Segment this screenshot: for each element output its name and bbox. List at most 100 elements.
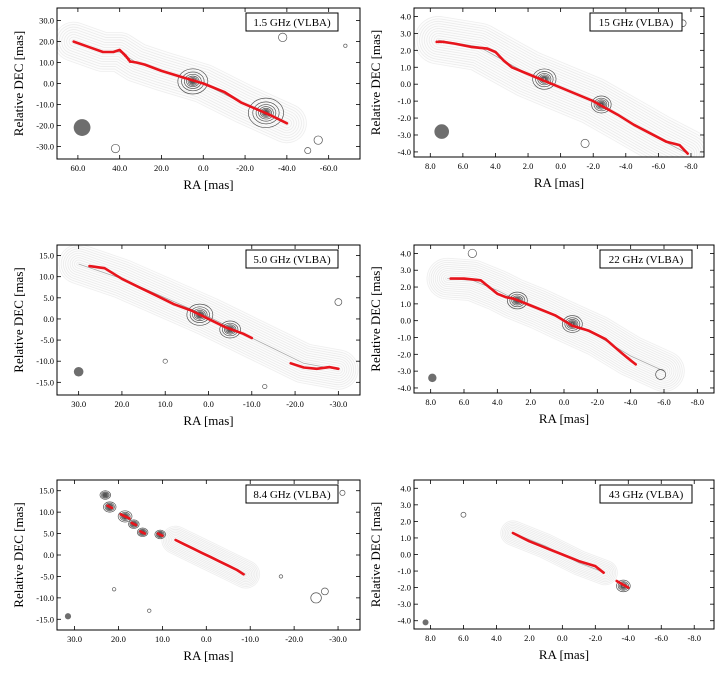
- x-tick-label: -6.0: [657, 397, 670, 407]
- x-tick-label: -8.0: [691, 397, 704, 407]
- x-tick-label: -4.0: [619, 161, 632, 171]
- y-tick-label: -5.0: [41, 571, 54, 581]
- plot-area: [74, 33, 347, 154]
- contour-group: [100, 490, 345, 612]
- y-tick-label: 10.0: [39, 58, 54, 68]
- beam: [74, 367, 84, 377]
- contour-island: [581, 139, 589, 147]
- y-tick-label: 5.0: [43, 529, 54, 539]
- x-tick-label: 2.0: [525, 397, 536, 407]
- y-tick-label: -2.0: [398, 583, 411, 593]
- x-tick-label: 0.0: [203, 399, 214, 409]
- x-tick-label: 10.0: [158, 399, 173, 409]
- y-axis-label: Relative DEC [mas]: [368, 502, 383, 607]
- x-tick-label: 0.0: [201, 634, 212, 644]
- y-tick-label: -3.0: [398, 130, 411, 140]
- ridge-dot: [442, 40, 445, 43]
- x-tick-label: 0.0: [555, 161, 566, 171]
- contour-island: [278, 33, 286, 41]
- contour-island: [468, 249, 476, 257]
- x-tick-label: 20.0: [154, 163, 169, 173]
- x-tick-label: -8.0: [684, 161, 697, 171]
- x-tick-label: 2.0: [523, 161, 534, 171]
- x-axis-label: RA [mas]: [539, 647, 589, 662]
- y-tick-label: 0.0: [43, 550, 54, 560]
- y-tick-label: 4.0: [400, 11, 411, 21]
- y-tick-label: 1.0: [400, 533, 411, 543]
- x-tick-label: -2.0: [589, 633, 602, 643]
- x-tick-label: 6.0: [458, 161, 469, 171]
- y-tick-label: 1.0: [400, 62, 411, 72]
- x-tick-label: -30.0: [329, 634, 347, 644]
- contour-island: [461, 512, 466, 517]
- x-tick-label: -4.0: [622, 633, 635, 643]
- x-tick-label: 60.0: [70, 163, 85, 173]
- y-tick-label: 15.0: [39, 251, 54, 261]
- contour-group: [461, 512, 630, 591]
- x-axis-label: RA [mas]: [539, 411, 589, 426]
- y-tick-label: 15.0: [39, 486, 54, 496]
- beam: [74, 119, 91, 136]
- panel-title: 43 GHz (VLBA): [609, 489, 684, 501]
- y-tick-label: -5.0: [41, 335, 54, 345]
- y-tick-label: -10.0: [36, 593, 54, 603]
- contour-island: [314, 136, 322, 144]
- y-tick-label: 0.0: [400, 550, 411, 560]
- x-tick-label: -20.0: [285, 634, 303, 644]
- y-axis-label: Relative DEC [mas]: [368, 30, 383, 135]
- x-tick-label: -8.0: [687, 633, 700, 643]
- x-tick-label: -6.0: [655, 633, 668, 643]
- contour-island: [263, 384, 267, 388]
- plot-area: [423, 512, 631, 625]
- contour-island: [163, 359, 167, 363]
- panel-title: 1.5 GHz (VLBA): [253, 17, 331, 29]
- y-axis-label: Relative DEC [mas]: [11, 267, 26, 372]
- y-tick-label: 3.0: [400, 265, 411, 275]
- x-tick-label: -60.0: [320, 163, 338, 173]
- y-tick-label: -4.0: [398, 147, 411, 157]
- panel-title: 22 GHz (VLBA): [609, 254, 684, 266]
- x-tick-label: 40.0: [112, 163, 127, 173]
- y-tick-label: 1.0: [400, 299, 411, 309]
- contour-island: [340, 490, 345, 495]
- x-tick-label: -2.0: [586, 161, 599, 171]
- y-tick-label: 10.0: [39, 272, 54, 282]
- contour-island: [147, 609, 151, 612]
- x-tick-label: 6.0: [458, 633, 469, 643]
- x-tick-label: -40.0: [278, 163, 296, 173]
- y-tick-label: 2.0: [400, 282, 411, 292]
- contour-island: [335, 299, 342, 306]
- x-tick-label: 8.0: [425, 633, 436, 643]
- y-axis-label: Relative DEC [mas]: [11, 502, 26, 607]
- x-tick-label: 0.0: [198, 163, 209, 173]
- x-tick-label: -10.0: [241, 634, 259, 644]
- x-tick-label: 2.0: [524, 633, 535, 643]
- y-tick-label: 3.0: [400, 500, 411, 510]
- plot-area: [74, 264, 342, 389]
- panel-title: 5.0 GHz (VLBA): [253, 254, 331, 266]
- y-tick-label: 0.0: [400, 316, 411, 326]
- contour-island: [321, 588, 328, 595]
- beam: [423, 619, 429, 625]
- y-tick-label: -1.0: [398, 566, 411, 576]
- y-tick-label: 3.0: [400, 28, 411, 38]
- y-tick-label: -15.0: [36, 614, 54, 624]
- y-tick-label: 4.0: [400, 483, 411, 493]
- contour-island: [111, 144, 119, 152]
- y-tick-label: -15.0: [36, 377, 54, 387]
- x-tick-label: 4.0: [491, 633, 502, 643]
- x-tick-label: 10.0: [155, 634, 170, 644]
- contour-group: [79, 264, 342, 389]
- y-tick-label: -3.0: [398, 366, 411, 376]
- x-tick-label: 8.0: [425, 397, 436, 407]
- beam: [428, 374, 436, 382]
- y-tick-label: -4.0: [398, 616, 411, 626]
- x-tick-label: 30.0: [67, 634, 82, 644]
- beam: [434, 124, 449, 139]
